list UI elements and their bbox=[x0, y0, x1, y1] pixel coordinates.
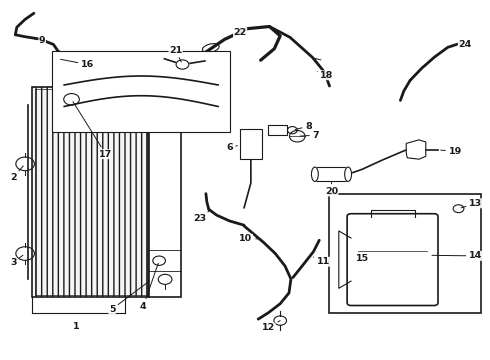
Polygon shape bbox=[406, 140, 426, 159]
Text: 24: 24 bbox=[454, 40, 471, 49]
Text: 12: 12 bbox=[262, 320, 280, 332]
Text: 6: 6 bbox=[226, 143, 238, 152]
Text: 14: 14 bbox=[432, 251, 482, 260]
Text: 21: 21 bbox=[169, 46, 182, 62]
Bar bbox=[52, 51, 230, 132]
Text: 17: 17 bbox=[73, 102, 112, 159]
Bar bbox=[315, 167, 348, 181]
Text: 11: 11 bbox=[314, 257, 330, 266]
Text: 23: 23 bbox=[194, 211, 209, 223]
Text: 15: 15 bbox=[356, 254, 369, 263]
Text: 5: 5 bbox=[109, 281, 149, 314]
Text: 9: 9 bbox=[32, 36, 46, 45]
Text: 10: 10 bbox=[240, 234, 261, 243]
Text: 22: 22 bbox=[234, 28, 247, 37]
Text: 3: 3 bbox=[10, 255, 23, 267]
Text: 7: 7 bbox=[300, 131, 319, 140]
Bar bbox=[240, 129, 262, 159]
Bar bbox=[35, 89, 146, 295]
Bar bbox=[329, 194, 481, 313]
Text: 13: 13 bbox=[461, 199, 482, 208]
Text: 20: 20 bbox=[325, 181, 338, 196]
Text: 18: 18 bbox=[318, 71, 334, 80]
Text: 8: 8 bbox=[295, 122, 312, 131]
Ellipse shape bbox=[344, 167, 351, 181]
Text: 1: 1 bbox=[73, 322, 80, 331]
Text: 2: 2 bbox=[10, 166, 24, 182]
Text: 19: 19 bbox=[441, 147, 462, 156]
Circle shape bbox=[176, 60, 189, 69]
Bar bbox=[32, 87, 148, 297]
Bar bbox=[148, 87, 181, 297]
Ellipse shape bbox=[312, 167, 318, 181]
Bar bbox=[269, 126, 287, 135]
Text: 4: 4 bbox=[140, 263, 158, 311]
FancyBboxPatch shape bbox=[347, 214, 438, 306]
Text: 16: 16 bbox=[61, 59, 94, 69]
